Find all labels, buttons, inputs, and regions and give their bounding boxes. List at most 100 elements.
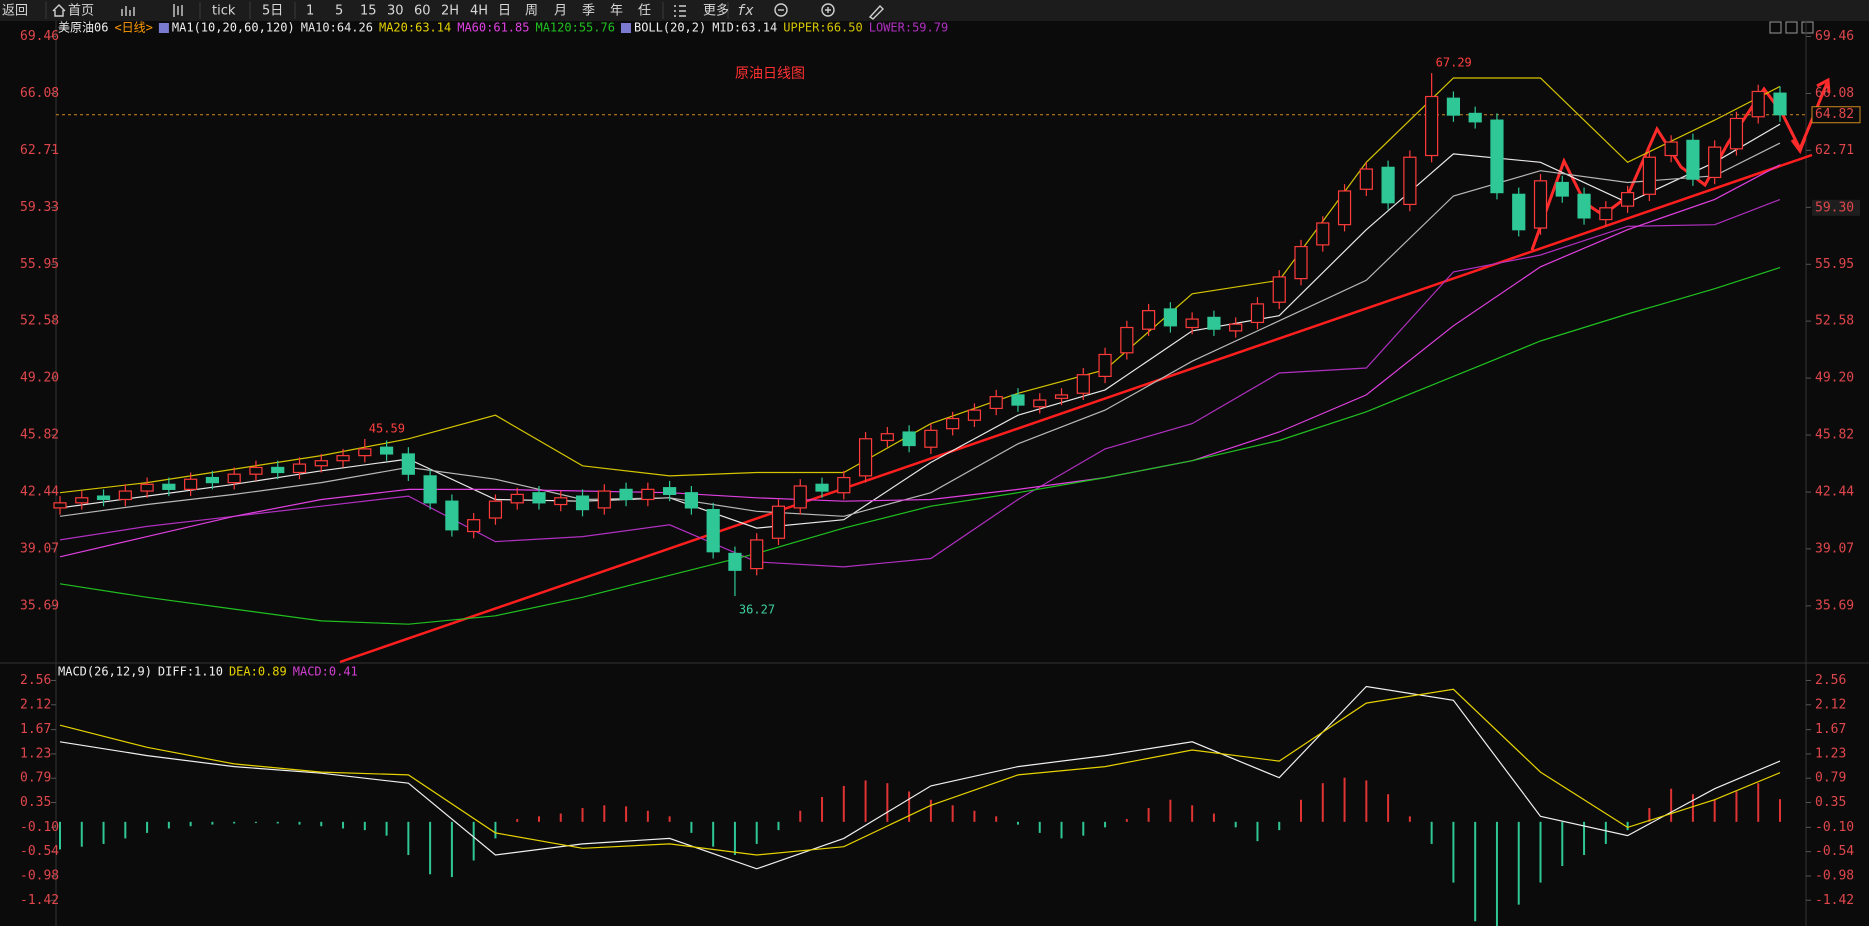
toolbar-button[interactable]: 1 [306,4,314,19]
y-tick-label: 52.58 [1815,314,1854,329]
candle-body [1708,146,1722,179]
candle-body [771,505,786,539]
candle-icon[interactable] [173,4,183,17]
candle-body [1468,112,1482,123]
candle-body [467,519,481,533]
candle-body [967,409,982,421]
chart-title: 原油日线图 [735,66,805,82]
candle-body [684,492,698,509]
toolbar-button[interactable]: 15 [360,4,377,19]
candle-body [1294,245,1308,280]
candle-body [292,463,307,474]
candle-body [140,483,154,492]
candle-body [946,417,960,430]
toolbar-button[interactable]: 季 [582,4,595,19]
toolbar-button[interactable]: tick [212,4,236,19]
indicator-line [59,266,1781,625]
zoom-out-icon[interactable] [774,3,788,17]
y-tick-label: 1.23 [20,746,51,761]
candle-body [314,460,328,467]
legend-entry: MID:63.14 [712,21,777,35]
y-tick-label: -0.98 [1815,868,1854,883]
candle-body [815,483,829,492]
legend-entry: MA10:64.26 [301,21,373,35]
toolbar-button[interactable]: 年 [610,4,623,19]
toolbar-button[interactable]: 日 [498,4,511,19]
y-tick-label: 35.69 [20,598,59,613]
candle-body [118,490,132,501]
list-icon[interactable] [674,5,686,17]
toolbar-button[interactable]: 任 [638,4,651,19]
candle-body [1490,119,1504,194]
candle-body [1664,141,1678,157]
toolbar-button[interactable]: 60 [414,4,431,19]
high-label: 45.59 [369,421,405,435]
low-label: 36.27 [739,603,775,617]
y-tick-label: 1.67 [20,722,51,737]
toolbar-button[interactable]: 5日 [262,4,283,19]
candle-body [750,539,764,570]
candle-body [880,433,894,442]
y-tick-label: 0.79 [1815,771,1846,786]
candle-body [575,495,590,511]
legend-entry: MA1(10,20,60,120) [172,21,295,35]
candle-body [1599,207,1613,221]
toolbar [0,0,1869,21]
toolbar-button[interactable]: 5 [335,4,343,19]
legend-entry: 美原油06 [58,21,108,35]
trend-line [339,153,1813,664]
indicator-line [59,77,1781,494]
toolbar-button[interactable]: 30 [387,4,404,19]
legend-entry: UPPER:66.50 [783,21,862,35]
indicator-line [59,198,1781,568]
candle-body [1446,97,1461,116]
y-tick-label: 69.46 [1815,29,1854,44]
bars-icon[interactable] [121,6,135,16]
y-tick-label: -1.42 [1815,893,1854,908]
y-tick-label: 2.56 [1815,673,1846,688]
candle-body [53,502,67,509]
candle-body [1098,353,1112,377]
side-label-box [1812,199,1860,216]
toolbar-button[interactable]: 首页 [68,4,94,19]
y-tick-label: 59.33 [20,200,59,215]
fx-icon[interactable]: fx [737,3,754,19]
y-tick-label: 49.20 [1815,371,1854,386]
candle-body [1076,374,1090,394]
toolbar-separators [45,2,729,19]
toolbar-button[interactable]: 返回 [2,4,28,19]
legend-entry: LOWER:59.79 [869,21,948,35]
toolbar-icons: fx [52,3,884,20]
zoom-in-icon[interactable] [821,3,835,17]
y-tick-label: 0.35 [1815,795,1846,810]
home-icon[interactable] [52,4,66,17]
candle-body [1642,156,1656,195]
candle-body [1250,303,1265,324]
toolbar-button[interactable]: 月 [554,4,567,19]
toolbar-button[interactable]: 更多 [703,3,729,19]
legend-icon [620,23,631,33]
y-tick-label: 69.46 [20,29,59,44]
candle-body [858,438,873,477]
y-tick-label: 55.95 [20,257,59,272]
candle-body [728,552,742,571]
toolbar-button[interactable]: 2H [441,4,459,19]
candle-body [401,453,415,475]
indicator-line [59,685,1781,870]
candle-body [336,455,350,462]
toolbar-button[interactable]: 周 [525,4,538,19]
toolbar-button[interactable]: 4H [470,4,488,19]
candle-body [793,485,807,509]
y-tick-label: -1.42 [20,893,59,908]
last-price-box [1811,106,1861,124]
candle-body [1011,394,1025,406]
draw-icon[interactable] [868,4,884,20]
last-price-label: 64.82 [1815,107,1854,122]
candle-body [488,500,503,519]
candle-body [1555,181,1569,197]
high-label: 67.29 [1436,56,1472,70]
legend-entry: MACD(26,12,9) [58,665,152,679]
y-tick-label: 62.71 [20,143,59,158]
candle-body [554,497,568,506]
